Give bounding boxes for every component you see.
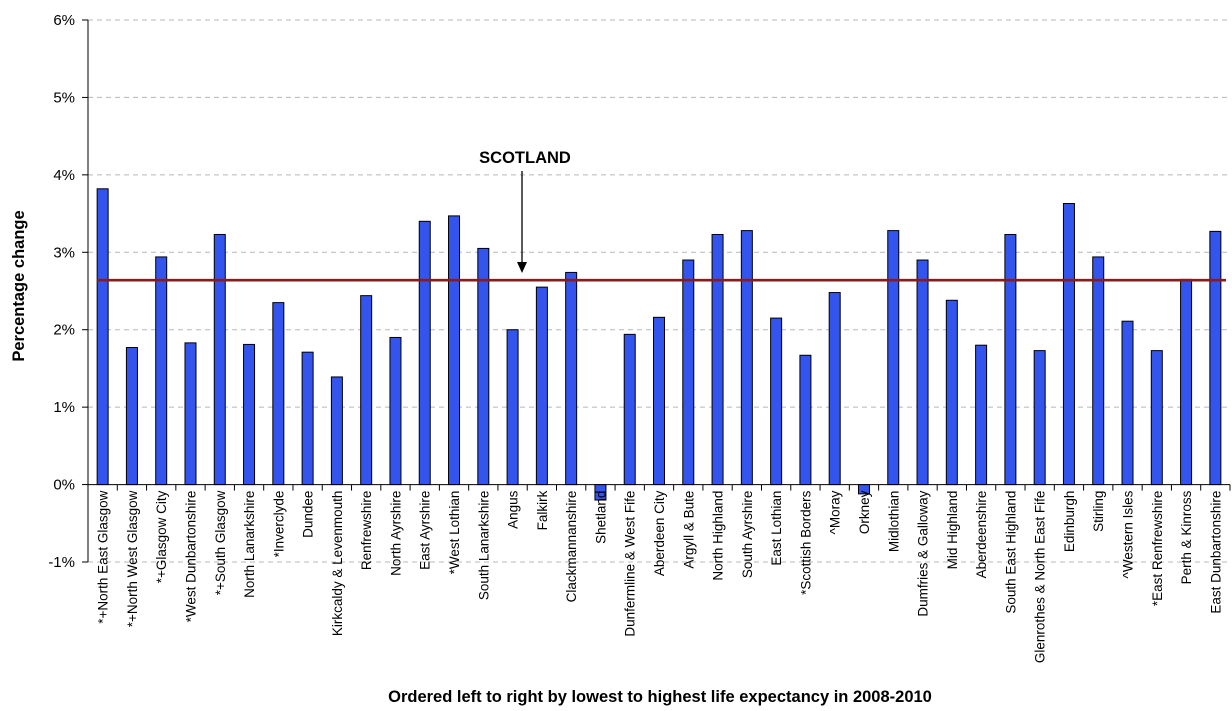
bar xyxy=(506,329,519,486)
bar xyxy=(418,220,431,486)
axes xyxy=(82,19,1231,563)
bar xyxy=(125,347,138,486)
x-category-label: *West Lothian xyxy=(447,491,462,575)
x-category-label: ^Western Isles xyxy=(1121,490,1136,578)
bar xyxy=(272,302,285,486)
x-category-label: Aberdeen City xyxy=(652,490,667,576)
bar xyxy=(1004,233,1017,486)
bar xyxy=(184,342,197,486)
bar xyxy=(213,233,226,486)
x-category-label: Midlothian xyxy=(886,491,901,553)
y-tick-label: -1% xyxy=(48,554,75,571)
x-category-label: *+North West Glasgow xyxy=(125,490,140,627)
bar xyxy=(770,317,783,486)
y-tick-label: 6% xyxy=(53,12,75,29)
x-category-label: Perth & Kinross xyxy=(1179,490,1194,584)
y-tick-label: 4% xyxy=(53,167,75,184)
bar xyxy=(477,247,490,486)
x-category-label: Dunfermline & West Fife xyxy=(623,491,638,637)
bar xyxy=(740,230,753,486)
bar xyxy=(389,336,402,486)
x-category-label: Renfrewshire xyxy=(359,491,374,571)
x-category-label: Angus xyxy=(506,490,521,529)
bar xyxy=(330,376,343,486)
x-category-label: Shetland xyxy=(593,491,608,544)
bar xyxy=(1062,203,1075,486)
x-category-labels: *+North East Glasgow *+North West Glasgow… xyxy=(96,490,1224,663)
bar xyxy=(1150,350,1163,486)
x-axis-title: Ordered left to right by lowest to highe… xyxy=(388,688,932,706)
x-category-label: Edinburgh xyxy=(1062,491,1077,553)
scotland-annotation-label: SCOTLAND xyxy=(479,149,571,167)
bar xyxy=(1180,278,1193,486)
bars xyxy=(96,188,1222,501)
x-category-label: ^Moray xyxy=(828,490,843,534)
bar xyxy=(975,344,988,486)
bar xyxy=(155,256,168,486)
x-category-label: Mid Highland xyxy=(945,491,960,570)
x-category-label: Glenrothes & North East Fife xyxy=(1033,491,1048,664)
x-category-label: Stirling xyxy=(1091,491,1106,532)
x-category-label: Orkney xyxy=(857,490,872,534)
bar xyxy=(1092,256,1105,486)
x-category-label: South Lanarkshire xyxy=(476,491,491,601)
x-category-label: *+South Glasgow xyxy=(213,490,228,595)
bar xyxy=(96,188,109,486)
x-category-label: *+North East Glasgow xyxy=(96,490,111,623)
bar xyxy=(945,299,958,486)
bar xyxy=(535,286,548,486)
bar xyxy=(711,233,724,486)
x-category-label: *West Dunbartonshire xyxy=(183,491,198,623)
y-tick-labels: -1% 0% 1% 2% 3% 4% 5% 6% xyxy=(48,12,75,571)
x-category-label: South East Highland xyxy=(1003,491,1018,614)
x-category-label: *East Renfrewshire xyxy=(1150,491,1165,607)
x-category-label: South Ayrshire xyxy=(740,491,755,579)
x-category-label: Argyll & Bute xyxy=(681,491,696,569)
bar xyxy=(828,292,841,486)
bar xyxy=(360,295,373,486)
x-category-label: Clackmannanshire xyxy=(564,491,579,603)
annotation-arrow xyxy=(517,171,527,273)
x-category-label: *Scottish Borders xyxy=(798,490,813,595)
x-category-label: East Dunbartonshire xyxy=(1208,491,1223,614)
bar xyxy=(1121,320,1134,486)
x-category-label: Dundee xyxy=(301,491,316,538)
y-axis-title: Percentage change xyxy=(10,210,28,361)
x-category-label: East Lothian xyxy=(769,491,784,566)
x-category-label: Dumfries & Galloway xyxy=(916,490,931,616)
bar xyxy=(682,259,695,486)
x-category-label: East Ayrshire xyxy=(418,491,433,570)
y-tick-label: 1% xyxy=(53,399,75,416)
bar xyxy=(301,351,314,486)
x-category-label: North Ayrshire xyxy=(388,491,403,576)
bar xyxy=(1033,350,1046,486)
y-tick-label: 0% xyxy=(53,477,75,494)
x-category-label: North Highland xyxy=(711,491,726,581)
x-category-label: North Lanarkshire xyxy=(242,491,257,598)
bar xyxy=(887,230,900,486)
x-category-label: Aberdeenshire xyxy=(974,491,989,579)
x-category-label: Kirkcaldy & Levenmouth xyxy=(330,491,345,637)
bar xyxy=(623,333,636,486)
x-category-label: *+Glasgow City xyxy=(154,490,169,583)
bar xyxy=(799,354,812,486)
bar xyxy=(1209,230,1222,486)
y-tick-label: 2% xyxy=(53,322,75,339)
bar xyxy=(243,343,256,486)
bar xyxy=(916,259,929,486)
bar xyxy=(448,215,461,486)
x-category-label: *Inverclyde xyxy=(271,491,286,558)
y-tick-label: 5% xyxy=(53,89,75,106)
bar xyxy=(653,316,665,486)
x-category-label: Falkirk xyxy=(535,490,550,530)
bar xyxy=(565,271,578,486)
y-tick-label: 3% xyxy=(53,244,75,261)
